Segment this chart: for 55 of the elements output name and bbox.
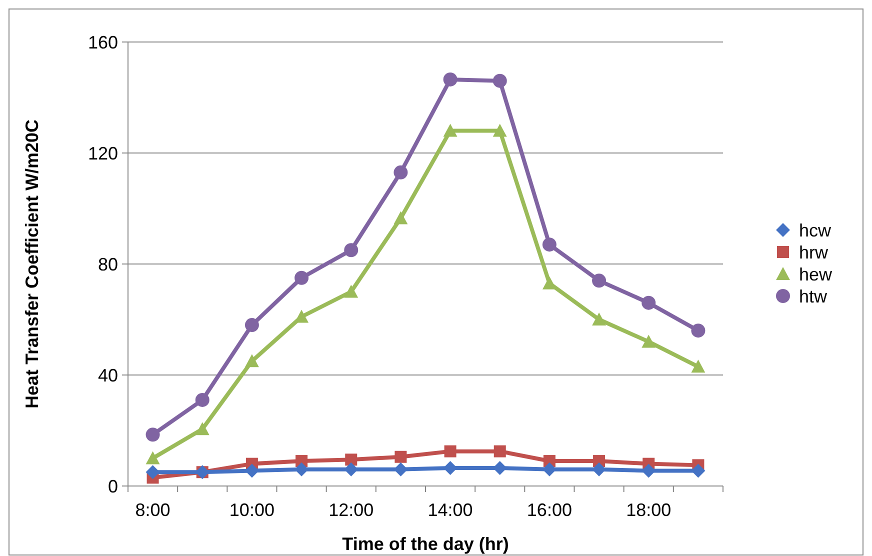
legend-label: hrw [799, 242, 830, 262]
x-tick-label: 12:00 [328, 500, 374, 520]
x-tick-label: 8:00 [135, 500, 170, 520]
point [394, 462, 408, 476]
point [592, 312, 606, 326]
x-axis-title: Time of the day (hr) [342, 534, 509, 554]
point [492, 74, 507, 88]
point [146, 451, 160, 464]
point [443, 72, 458, 86]
point [443, 124, 458, 137]
point [294, 462, 309, 476]
point [592, 462, 606, 476]
y-tick-label: 40 [98, 365, 118, 386]
point [146, 465, 160, 480]
x-tick-label: 16:00 [526, 500, 572, 520]
point [146, 428, 160, 442]
point [244, 464, 259, 478]
point [542, 238, 556, 252]
point [394, 211, 408, 224]
point [642, 296, 656, 310]
legend-label: hew [799, 264, 834, 284]
legend-label: hcw [799, 220, 832, 240]
point [195, 422, 210, 436]
point [494, 445, 506, 458]
y-axis-title: Heat Transfer Coefficient W/m20C [22, 119, 42, 409]
point [294, 310, 309, 323]
point [195, 392, 210, 407]
point [444, 445, 456, 458]
legend-label: htw [799, 286, 828, 306]
point [394, 165, 408, 180]
point [592, 274, 606, 288]
y-tick-label: 0 [108, 476, 118, 496]
point [244, 354, 259, 368]
point [344, 243, 358, 258]
point [691, 324, 706, 338]
y-tick-label: 120 [88, 143, 118, 164]
point [294, 270, 309, 285]
y-tick-label: 160 [88, 32, 118, 52]
point [394, 450, 407, 463]
point [542, 462, 556, 476]
x-tick-label: 18:00 [626, 500, 672, 520]
point [443, 460, 458, 475]
point [244, 318, 259, 332]
point [691, 360, 706, 373]
point [344, 462, 358, 476]
point [345, 454, 358, 466]
x-tick-label: 14:00 [428, 500, 473, 520]
point [542, 276, 556, 290]
point [344, 284, 358, 298]
point [642, 334, 656, 348]
x-tick-label: 10:00 [229, 500, 274, 520]
point [642, 464, 656, 478]
y-tick-label: 80 [98, 254, 118, 274]
point [691, 464, 706, 478]
point [492, 124, 507, 137]
